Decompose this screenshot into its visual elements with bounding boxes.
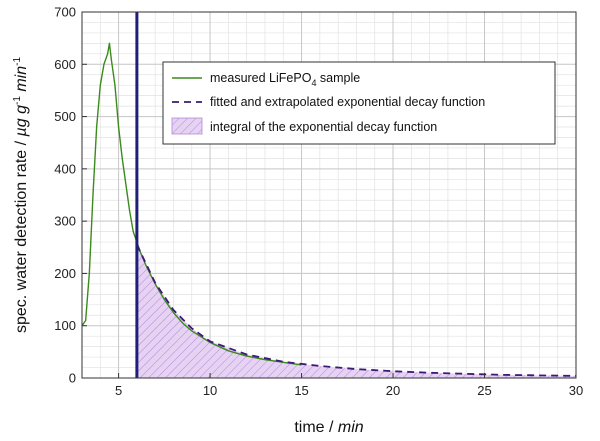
x-tick-label: 10: [203, 383, 217, 398]
legend-swatch-integral: [171, 117, 203, 135]
y-tick-label: 600: [54, 57, 76, 72]
x-tick-label: 5: [115, 383, 122, 398]
legend-label-measured: measured LiFePO4 sample: [210, 71, 360, 88]
plot-frame: [81, 11, 577, 379]
y-tick-label: 300: [54, 214, 76, 229]
series-line-measured: [82, 42, 302, 366]
legend-box: [162, 61, 556, 145]
x-tick-label: 15: [294, 383, 308, 398]
y-tick-label: 100: [54, 318, 76, 333]
legend-label-integral: integral of the exponential decay functi…: [210, 120, 437, 134]
y-tick-label: 0: [69, 371, 76, 386]
x-tick-label: 25: [477, 383, 491, 398]
y-axis-title: spec. water detection rate / µg g-1 min-…: [12, 57, 30, 334]
y-tick-label: 500: [54, 109, 76, 124]
y-tick-label: 700: [54, 5, 76, 20]
legend-label-fitted: fitted and extrapolated exponential deca…: [210, 95, 485, 109]
x-tick-label: 30: [569, 383, 583, 398]
x-tick-label: 20: [386, 383, 400, 398]
x-axis-title: time / min: [294, 419, 363, 436]
integral-area: [136, 244, 576, 378]
y-tick-label: 400: [54, 161, 76, 176]
y-tick-label: 200: [54, 266, 76, 281]
legend: measured LiFePO4 sample fitted and extra…: [162, 61, 556, 145]
plot-area: [82, 12, 576, 378]
